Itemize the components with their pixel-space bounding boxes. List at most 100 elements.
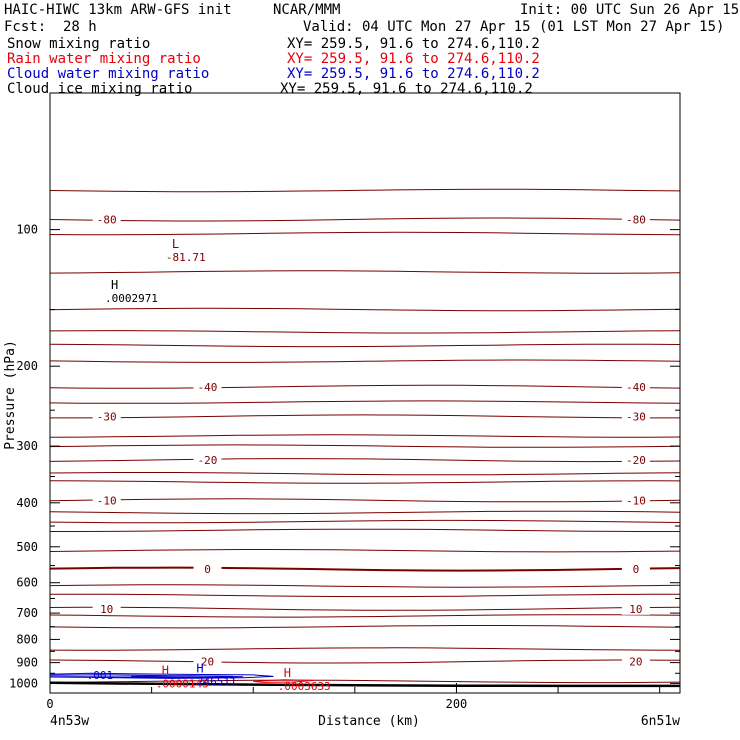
extremum-marker: H [111, 278, 118, 292]
extremum-value: -81.71 [166, 251, 206, 264]
isotherm-line-labeled [50, 659, 680, 664]
isotherm-label-bg [621, 655, 650, 668]
field-name-rain: Rain water mixing ratio [7, 51, 201, 67]
isotherm-line [50, 593, 680, 598]
isotherm-label-bg [621, 213, 650, 226]
isotherm-line [50, 434, 680, 438]
isotherm-label: -10 [97, 494, 117, 507]
isotherm-line [50, 343, 680, 348]
isotherm-label-bg [621, 454, 650, 467]
isotherm-line [50, 472, 680, 476]
isotherm-label-bg [193, 454, 222, 467]
rain-water-contour [253, 679, 315, 683]
y-axis-label: Pressure (hPa) [3, 340, 18, 450]
isotherm-line-labeled [50, 384, 680, 389]
isotherm-label: 10 [100, 603, 113, 616]
isotherm-label-bg [92, 410, 121, 423]
isotherm-label-bg [92, 602, 121, 615]
y-tick-label: 700 [16, 606, 38, 620]
isotherm-line [50, 330, 680, 334]
isotherm-label-bg [92, 213, 121, 226]
isotherm-line-labeled [50, 414, 680, 419]
y-tick-label: 600 [16, 576, 38, 590]
isotherm-line [50, 519, 680, 524]
extremum-marker: L [172, 237, 179, 251]
isotherm-label-bg [92, 494, 121, 507]
isotherm-line [50, 614, 680, 618]
isotherm-line [50, 307, 680, 312]
isotherm-label-bg [621, 602, 650, 615]
isotherm-label-bg [621, 563, 650, 576]
y-tick-label: 200 [16, 359, 38, 373]
isotherm-label: 20 [201, 656, 214, 669]
isotherm-line [50, 528, 680, 532]
y-tick-label: 100 [16, 223, 38, 237]
isotherm-label-bg [621, 494, 650, 507]
isotherm-line-labeled [50, 566, 680, 572]
isotherm-line [50, 444, 680, 448]
isotherm-label: -20 [626, 454, 646, 467]
field-xy-cloud-water: XY= 259.5, 91.6 to 274.6,110.2 [287, 66, 540, 82]
y-tick-label: 400 [16, 496, 38, 510]
isotherm-label-bg [193, 380, 222, 393]
isotherm-line [50, 480, 680, 484]
isotherm-line [50, 625, 680, 629]
isotherm-line [50, 188, 680, 193]
y-tick-label: 900 [16, 656, 38, 670]
x-tick-label: 200 [446, 697, 468, 711]
isotherm-line [50, 510, 680, 515]
cloud-water-contour [131, 675, 244, 679]
org-label: NCAR/MMM [273, 2, 341, 18]
isotherm-line-labeled [50, 498, 680, 503]
isotherm-label: -40 [626, 381, 646, 394]
x-right-end-label: 6n51w [641, 714, 680, 729]
cloud-water-contour-label: .001 [87, 669, 114, 682]
isotherm-label: -20 [198, 454, 218, 467]
extremum-marker: H [284, 666, 291, 680]
x-left-end-label: 4n53w [50, 714, 89, 729]
y-tick-label: 300 [16, 439, 38, 453]
isotherm-line [50, 400, 680, 404]
isotherm-label: -30 [626, 410, 646, 423]
field-xy-rain: XY= 259.5, 91.6 to 274.6,110.2 [287, 51, 540, 67]
field-name-snow: Snow mixing ratio [7, 36, 151, 52]
isotherm-label-bg [621, 410, 650, 423]
isotherm-line-labeled [50, 217, 680, 222]
isotherm-label: 0 [633, 563, 640, 576]
plot-frame [49, 92, 681, 694]
isotherm-line [50, 647, 680, 651]
field-xy-snow: XY= 259.5, 91.6 to 274.6,110.2 [287, 36, 540, 52]
extremum-value: .0003633 [278, 680, 331, 693]
isotherm-label: -80 [97, 213, 117, 226]
y-tick-label: 500 [16, 540, 38, 554]
y-tick-label: 1000 [9, 676, 38, 690]
isotherm-label: -80 [626, 213, 646, 226]
extremum-marker: H [162, 663, 169, 677]
isotherm-line [50, 549, 680, 553]
extremum-value: .246511 [190, 675, 236, 688]
isotherm-label-bg [193, 655, 222, 668]
init-time: Init: 00 UTC Sun 26 Apr 15 [520, 2, 740, 18]
x-tick-label: 0 [46, 697, 53, 711]
isotherm-label: -40 [198, 381, 218, 394]
isotherm-line-labeled [50, 458, 680, 463]
extremum-value: .0000145 [156, 677, 209, 690]
isotherm-line [50, 359, 680, 363]
valid-time: Valid: 04 UTC Mon 27 Apr 15 (01 LST Mon … [303, 19, 725, 35]
isotherm-line [50, 231, 680, 236]
isotherm-label: -10 [626, 494, 646, 507]
model-title: HAIC-HIWC 13km ARW-GFS init [4, 2, 232, 18]
isotherm-label-bg [621, 380, 650, 393]
extremum-value: .0002971 [105, 292, 158, 305]
isotherm-label: -30 [97, 410, 117, 423]
cloud-water-contour [50, 672, 274, 679]
isotherm-label: 0 [204, 563, 211, 576]
forecast-label: Fcst: [4, 19, 47, 35]
extremum-marker: H [196, 661, 203, 675]
isotherm-label: 10 [629, 603, 642, 616]
isotherm-line-labeled [50, 606, 680, 611]
y-tick-label: 800 [16, 632, 38, 646]
isotherm-label: 20 [629, 656, 642, 669]
field-name-cloud-water: Cloud water mixing ratio [7, 66, 210, 82]
